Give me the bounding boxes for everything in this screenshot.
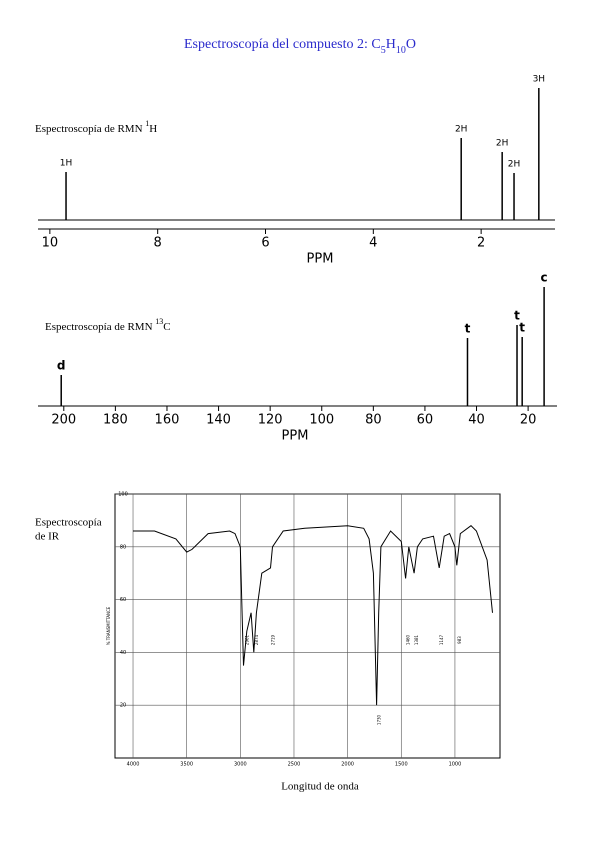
peak-label: t — [519, 321, 525, 335]
y-tick-label: 100 — [118, 492, 128, 498]
x-tick-label: 180 — [103, 413, 128, 428]
peak-annotation: 983 — [457, 636, 462, 644]
x-tick-label: 3000 — [234, 762, 247, 768]
x-axis-label: Longitud de onda — [281, 781, 359, 793]
x-tick-label: 40 — [468, 413, 485, 428]
title-part: H — [386, 37, 396, 52]
title-part: O — [406, 37, 416, 52]
x-tick-label: 8 — [154, 236, 162, 251]
peak-label: c — [541, 271, 548, 285]
peak-label: 1H — [60, 159, 73, 169]
section-label: Espectroscopía — [35, 517, 102, 529]
superscript: 1 — [145, 119, 149, 128]
x-tick-label: 2000 — [341, 762, 354, 768]
x-tick-label: 1000 — [449, 762, 462, 768]
x-axis-label: PPM — [307, 252, 334, 267]
title: Espectroscopía del compuesto 2: C5H10O — [184, 37, 416, 56]
x-tick-label: 3500 — [180, 762, 193, 768]
y-tick-label: 20 — [120, 703, 126, 709]
label-part: C — [163, 321, 170, 333]
x-tick-label: 120 — [258, 413, 283, 428]
y-tick-label: 40 — [120, 650, 126, 656]
y-tick-label: 80 — [120, 544, 126, 550]
peak-annotation: 2719 — [270, 634, 275, 645]
peak-label: t — [514, 309, 520, 323]
title-part: Espectroscopía del compuesto 2: C — [184, 37, 381, 52]
section-label: Espectroscopía de RMN 1H — [35, 119, 157, 134]
x-axis-label: PPM — [282, 429, 309, 444]
peak-label: t — [465, 322, 471, 336]
label-part: Espectroscopía de RMN — [35, 123, 145, 135]
x-tick-label: 4 — [369, 236, 377, 251]
x-tick-label: 140 — [206, 413, 231, 428]
peak-label: 2H — [455, 125, 468, 135]
x-tick-label: 100 — [309, 413, 334, 428]
peak-annotation: 2874 — [254, 634, 259, 645]
label-part: H — [149, 123, 157, 135]
peak-label: d — [57, 359, 66, 373]
subscript: 10 — [396, 45, 406, 56]
peak-label: 2H — [496, 139, 509, 149]
y-tick-label: 60 — [120, 597, 126, 603]
x-tick-label: 160 — [155, 413, 180, 428]
x-tick-label: 10 — [42, 236, 59, 251]
x-tick-label: 60 — [417, 413, 434, 428]
superscript: 13 — [155, 317, 163, 326]
peak-annotation: 1147 — [439, 634, 444, 645]
peak-annotation: 1381 — [414, 634, 419, 645]
section-label: de IR — [35, 531, 60, 543]
subscript: 5 — [381, 45, 386, 56]
peak-annotation: 2961 — [245, 634, 250, 645]
plot-frame — [114, 493, 501, 759]
x-tick-label: 2500 — [288, 762, 301, 768]
peak-annotation: 1460 — [406, 634, 411, 645]
spectrum-line — [133, 525, 493, 706]
x-tick-label: 1500 — [395, 762, 408, 768]
label-part: Espectroscopía de RMN — [45, 321, 155, 333]
peak-annotation: 1730 — [377, 714, 382, 725]
y-axis-label: % TRANSMITTANCE — [106, 606, 111, 645]
x-tick-label: 2 — [477, 236, 485, 251]
x-tick-label: 80 — [365, 413, 382, 428]
x-tick-label: 4000 — [127, 762, 140, 768]
peak-label: 3H — [533, 75, 546, 85]
x-tick-label: 20 — [520, 413, 537, 428]
peak-label: 2H — [508, 160, 521, 170]
x-tick-label: 6 — [261, 236, 269, 251]
section-label: Espectroscopía de RMN 13C — [45, 317, 171, 332]
x-tick-label: 200 — [51, 413, 76, 428]
